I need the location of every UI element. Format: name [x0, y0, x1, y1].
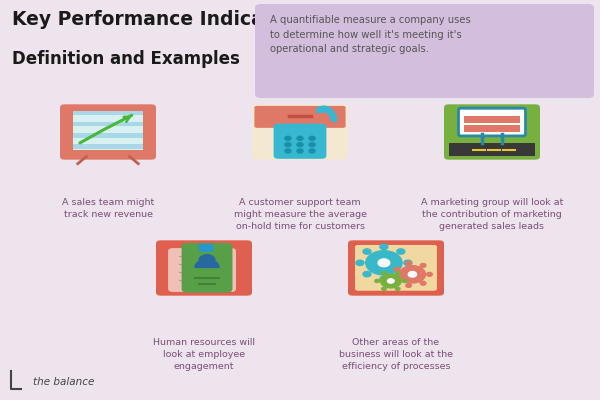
FancyBboxPatch shape: [252, 104, 348, 160]
Circle shape: [397, 272, 405, 277]
Circle shape: [380, 244, 388, 250]
FancyBboxPatch shape: [255, 4, 594, 98]
FancyBboxPatch shape: [156, 240, 252, 296]
FancyBboxPatch shape: [355, 245, 437, 291]
Circle shape: [375, 280, 379, 282]
Circle shape: [408, 272, 416, 277]
FancyBboxPatch shape: [73, 128, 143, 132]
Text: Human resources will
look at employee
engagement: Human resources will look at employee en…: [153, 338, 255, 371]
FancyBboxPatch shape: [464, 116, 520, 123]
FancyBboxPatch shape: [254, 106, 346, 128]
Circle shape: [427, 272, 433, 276]
FancyBboxPatch shape: [73, 116, 143, 121]
FancyBboxPatch shape: [60, 104, 156, 160]
FancyBboxPatch shape: [348, 240, 444, 296]
Circle shape: [395, 287, 400, 290]
Circle shape: [380, 274, 401, 288]
Circle shape: [297, 136, 303, 140]
Text: Definition and Examples: Definition and Examples: [12, 50, 240, 68]
Circle shape: [406, 284, 412, 287]
Circle shape: [382, 287, 386, 290]
Text: A customer support team
might measure the average
on-hold time for customers: A customer support team might measure th…: [233, 198, 367, 231]
FancyBboxPatch shape: [458, 108, 526, 136]
Circle shape: [382, 272, 386, 274]
Circle shape: [402, 280, 407, 282]
Text: A marketing group will look at
the contribution of marketing
generated sales lea: A marketing group will look at the contr…: [421, 198, 563, 231]
Circle shape: [388, 279, 394, 283]
Circle shape: [309, 143, 315, 147]
Wedge shape: [195, 259, 219, 268]
FancyBboxPatch shape: [73, 139, 143, 143]
Circle shape: [309, 149, 315, 153]
FancyBboxPatch shape: [464, 125, 520, 132]
Text: the balance: the balance: [33, 377, 94, 387]
Circle shape: [406, 261, 412, 265]
Circle shape: [285, 149, 291, 153]
Circle shape: [366, 251, 402, 275]
Circle shape: [363, 249, 371, 254]
Circle shape: [356, 260, 364, 266]
Text: Key Performance Indicators: Key Performance Indicators: [12, 10, 306, 29]
Circle shape: [420, 264, 426, 267]
Circle shape: [395, 272, 400, 274]
FancyBboxPatch shape: [199, 244, 214, 252]
Circle shape: [394, 268, 400, 271]
Circle shape: [378, 259, 390, 267]
Circle shape: [285, 136, 291, 140]
Circle shape: [297, 149, 303, 153]
FancyBboxPatch shape: [168, 248, 236, 292]
Polygon shape: [100, 106, 116, 111]
Text: Other areas of the
business will look at the
efficiency of processes: Other areas of the business will look at…: [339, 338, 453, 371]
Circle shape: [285, 143, 291, 147]
Circle shape: [363, 272, 371, 277]
Circle shape: [394, 277, 400, 281]
Circle shape: [420, 281, 426, 285]
FancyBboxPatch shape: [182, 243, 232, 293]
Circle shape: [400, 266, 425, 283]
FancyBboxPatch shape: [444, 104, 540, 160]
FancyBboxPatch shape: [73, 133, 143, 138]
FancyBboxPatch shape: [274, 124, 326, 159]
FancyBboxPatch shape: [73, 111, 143, 115]
FancyBboxPatch shape: [73, 144, 143, 149]
Circle shape: [404, 260, 412, 266]
FancyBboxPatch shape: [73, 122, 143, 126]
Circle shape: [297, 143, 303, 147]
Text: A quantifiable measure a company uses
to determine how well it's meeting it's
op: A quantifiable measure a company uses to…: [270, 15, 471, 54]
Circle shape: [199, 255, 215, 265]
Circle shape: [397, 249, 405, 254]
FancyBboxPatch shape: [449, 143, 535, 156]
FancyBboxPatch shape: [73, 114, 143, 150]
Circle shape: [309, 136, 315, 140]
Text: A sales team might
track new revenue: A sales team might track new revenue: [62, 198, 154, 219]
Circle shape: [380, 276, 388, 282]
